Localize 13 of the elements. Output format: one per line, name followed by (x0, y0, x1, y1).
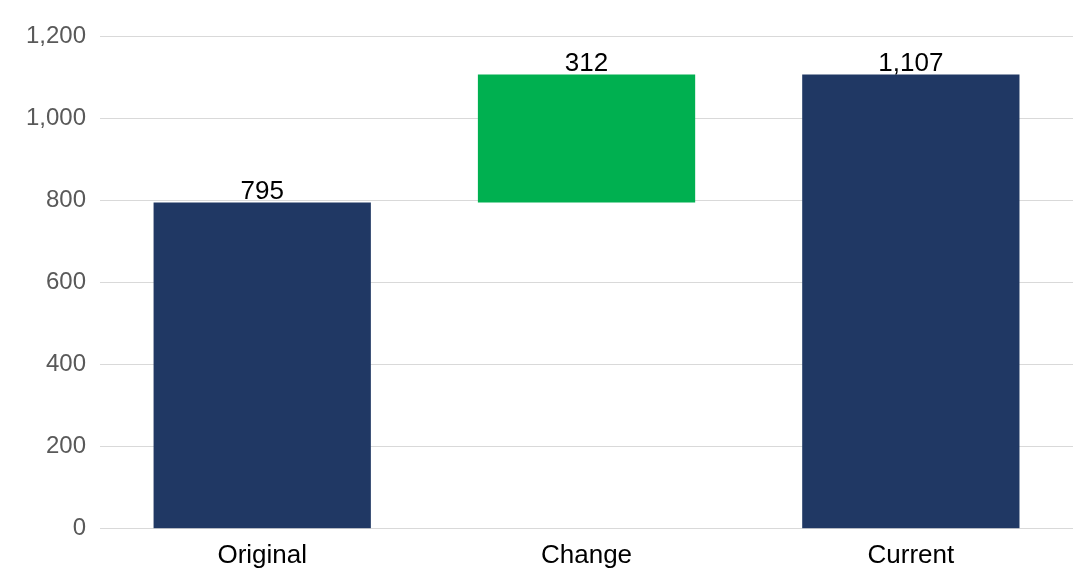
y-tick-label: 1,000 (26, 103, 87, 131)
y-tick-label: 800 (46, 185, 87, 213)
x-tick-label: Change (540, 538, 633, 569)
x-tick-label: Current (867, 538, 955, 569)
x-tick-label: Original (217, 538, 308, 569)
y-tick-label: 600 (46, 267, 87, 295)
data-label: 312 (564, 46, 609, 77)
y-tick-label: 400 (46, 349, 87, 377)
y-tick-label: 1,200 (26, 21, 87, 49)
data-label: 795 (240, 174, 284, 205)
y-tick-label: 200 (46, 431, 87, 459)
y-tick-label: 0 (72, 513, 87, 541)
data-label: 1,107 (878, 46, 944, 77)
